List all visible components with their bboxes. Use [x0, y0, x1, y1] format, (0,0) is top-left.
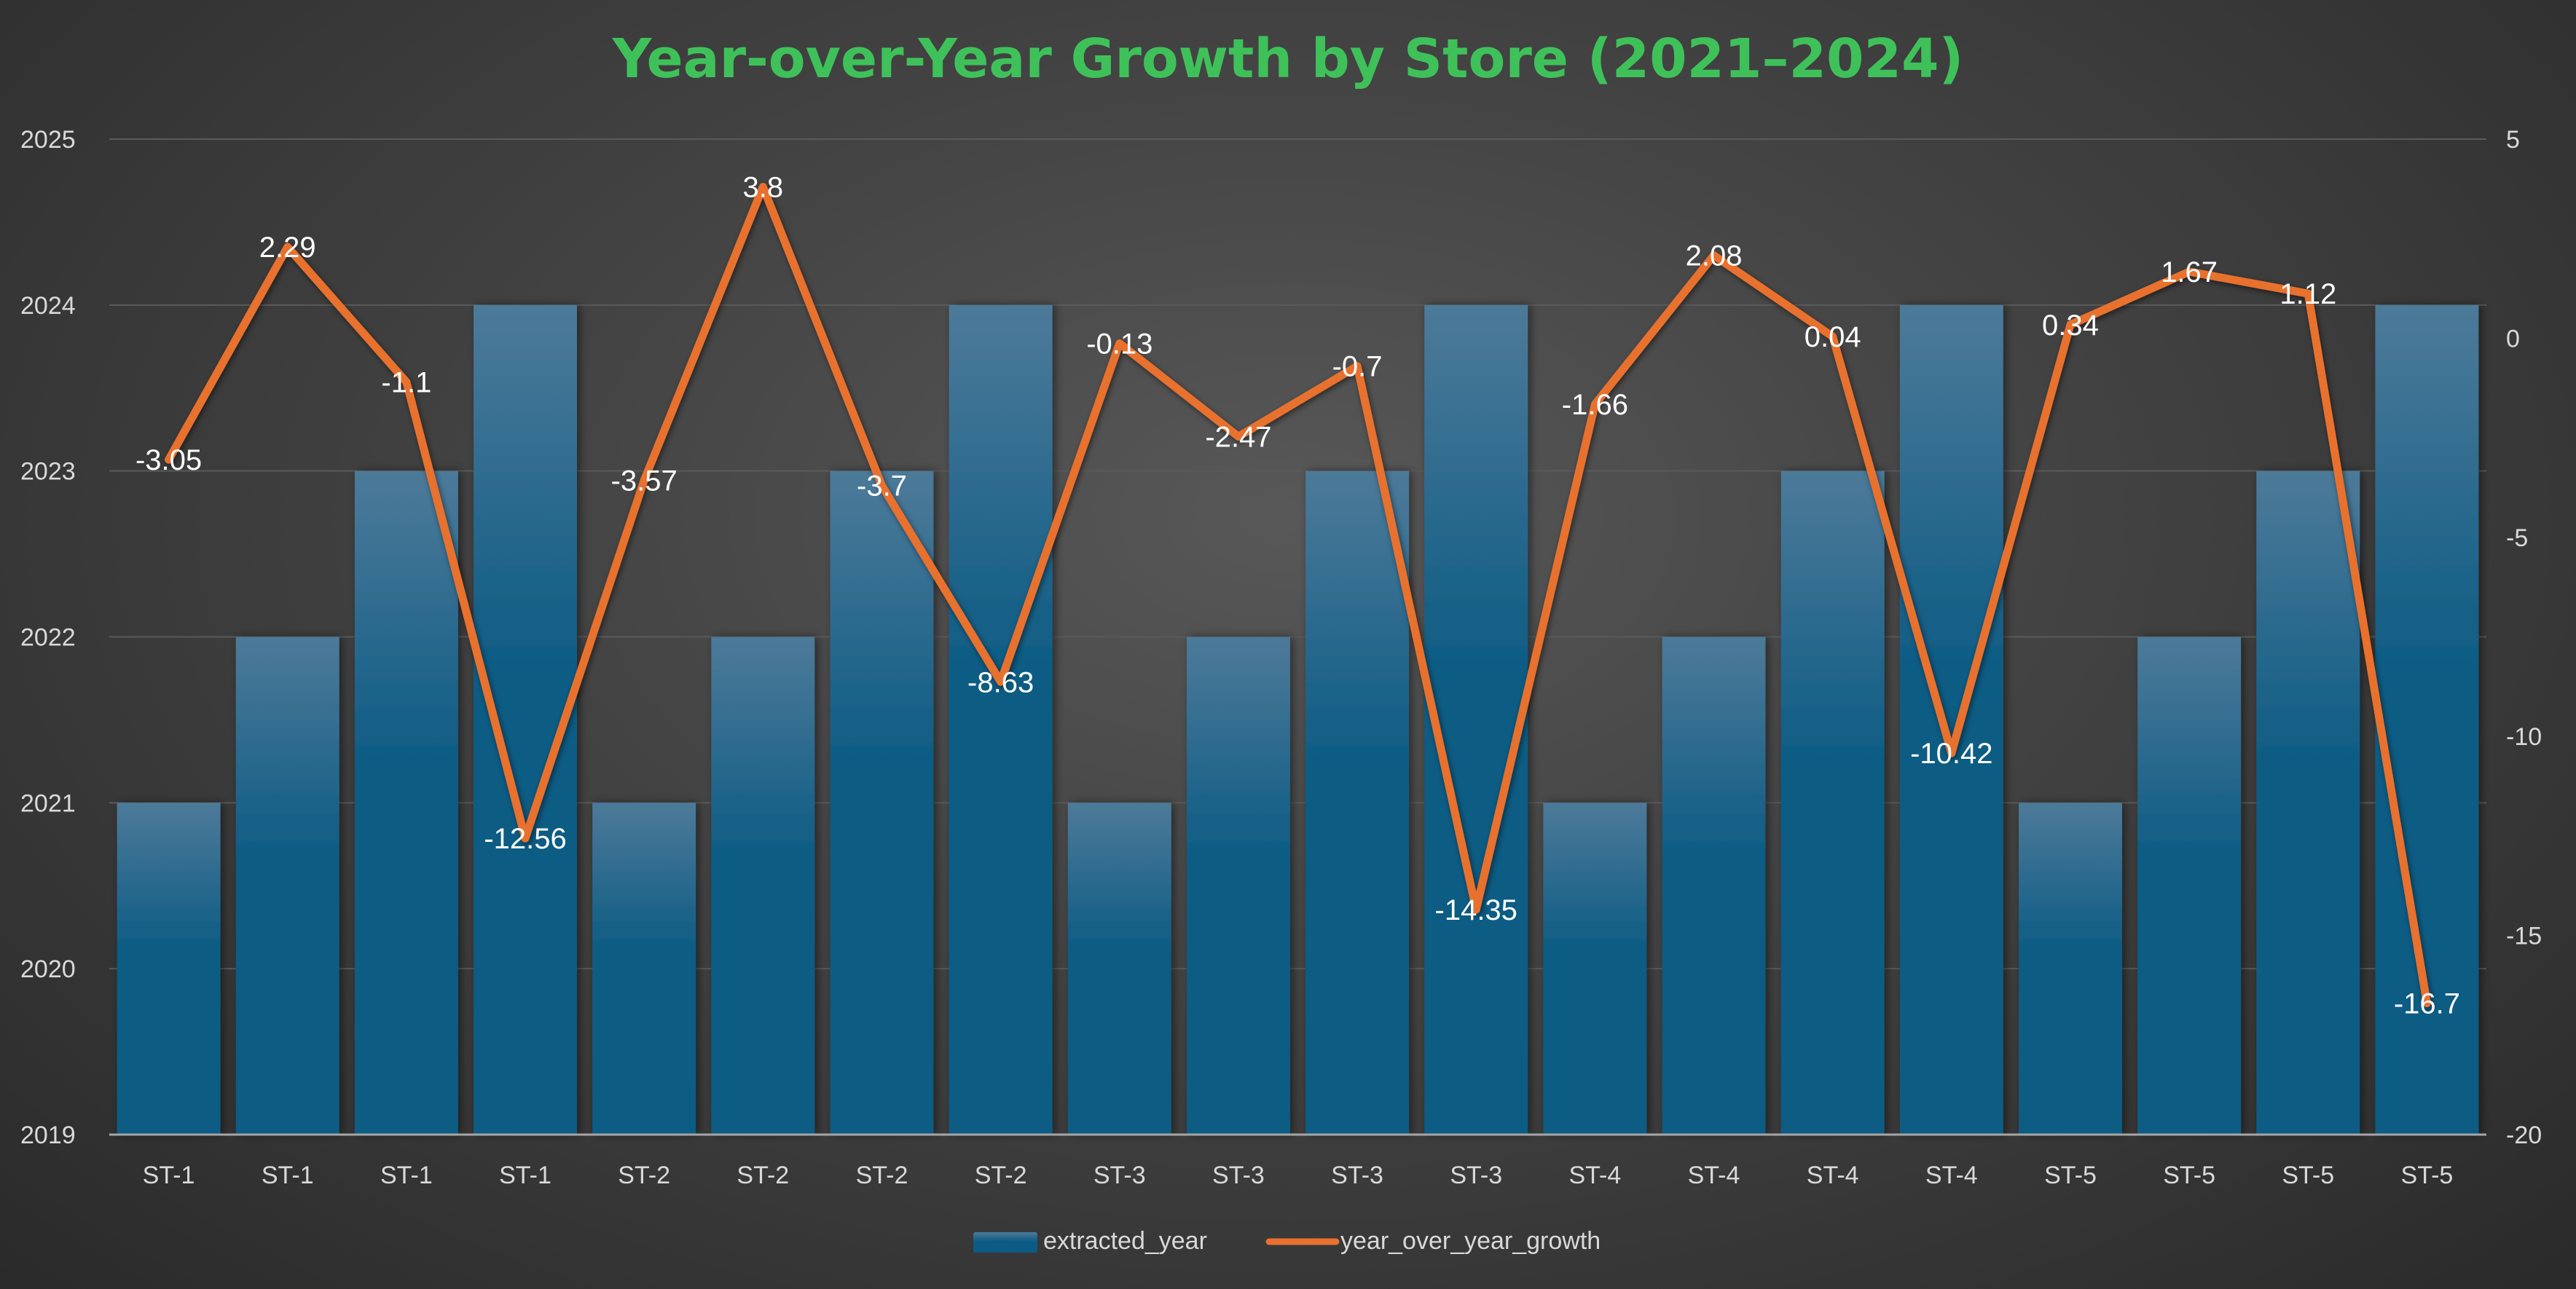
bar [1662, 636, 1766, 1135]
x-axis-tick-label: ST-4 [1568, 1162, 1621, 1189]
x-axis-tick-label: ST-4 [1925, 1162, 1978, 1189]
data-label: 3.8 [743, 172, 784, 204]
bar [1305, 470, 1410, 1135]
bar [592, 803, 696, 1135]
data-label: -1.66 [1562, 389, 1628, 421]
data-label: -0.13 [1086, 328, 1152, 360]
x-axis-tick-label: ST-5 [2401, 1162, 2454, 1189]
data-label: -1.1 [381, 367, 431, 399]
data-label: -2.47 [1205, 421, 1271, 453]
left-axis-tick-label: 2022 [20, 624, 76, 652]
data-label: 2.29 [259, 232, 316, 264]
data-label: 1.12 [2279, 278, 2336, 310]
x-axis-tick-label: ST-3 [1093, 1162, 1146, 1189]
bar-series [117, 304, 2479, 1135]
bar [1067, 803, 1171, 1135]
line-series [165, 183, 2431, 1008]
x-axis-tick-label: ST-1 [262, 1162, 314, 1189]
data-label: -10.42 [1910, 738, 1992, 770]
bar [711, 636, 815, 1135]
legend-label-bar: extracted_year [1043, 1227, 1207, 1255]
left-axis-tick-label: 2023 [20, 458, 76, 486]
data-label: 0.34 [2042, 310, 2099, 342]
bar [2019, 803, 2122, 1135]
data-label: -3.05 [136, 444, 202, 476]
x-axis-tick-label: ST-1 [143, 1162, 195, 1189]
bar [830, 470, 934, 1135]
right-axis-tick-label: -20 [2506, 1122, 2542, 1149]
bar [117, 803, 221, 1135]
right-axis-tick-label: -5 [2506, 524, 2528, 552]
data-label: 2.08 [1686, 240, 1743, 272]
data-label: -16.7 [2394, 988, 2460, 1020]
data-labels: -3.05 2.29 -1.1 -12.56 -3.57 3.8 -3.7 -8.63 -0.1… [136, 172, 2460, 1020]
x-axis-tick-label: ST-1 [380, 1162, 433, 1189]
right-axis-tick-label: 5 [2506, 126, 2520, 154]
x-axis-ticks: ST-1 ST-1 ST-1 ST-1 ST-2 ST-2 ST-2 ST-2 ST-3 ST-3… [143, 1162, 2454, 1189]
gridlines [109, 138, 2486, 970]
bar [2137, 636, 2242, 1135]
left-axis-tick-label: 2021 [20, 789, 76, 817]
right-axis-tick-label: -15 [2506, 923, 2542, 950]
x-axis-tick-label: ST-2 [618, 1162, 670, 1189]
bar [949, 304, 1053, 1135]
data-label: -3.7 [857, 470, 907, 502]
data-label: 0.04 [1805, 321, 1861, 353]
x-axis-tick-label: ST-3 [1331, 1162, 1383, 1189]
x-axis-tick-label: ST-3 [1450, 1162, 1502, 1189]
x-axis-tick-label: ST-1 [499, 1162, 551, 1189]
x-axis-tick-label: ST-4 [1688, 1162, 1740, 1189]
right-axis-tick-label: -10 [2506, 723, 2542, 751]
bar [235, 636, 339, 1135]
bar [2256, 470, 2360, 1135]
x-axis-tick-label: ST-2 [975, 1162, 1027, 1189]
left-axis-tick-label: 2024 [20, 292, 76, 320]
bar [1899, 304, 2003, 1135]
legend: extracted_year year_over_year_growth [973, 1227, 1601, 1255]
bar [1186, 636, 1290, 1135]
bar [1543, 803, 1647, 1135]
chart-title: Year-over-Year Growth by Store (2021–202… [612, 28, 1964, 90]
data-label: -8.63 [967, 666, 1034, 698]
left-axis-tick-label: 2019 [20, 1122, 76, 1149]
bar [1780, 470, 1885, 1135]
data-label: -12.56 [484, 823, 566, 855]
growth-line [165, 183, 2431, 1008]
x-axis-tick-label: ST-3 [1212, 1162, 1265, 1189]
bar [354, 470, 458, 1135]
left-axis-tick-label: 2020 [20, 955, 76, 983]
x-axis-tick-label: ST-4 [1807, 1162, 1859, 1189]
right-axis-tick-label: 0 [2506, 325, 2520, 352]
legend-swatch-bar [973, 1232, 1037, 1253]
data-label: -3.57 [611, 465, 678, 497]
x-axis-tick-label: ST-2 [856, 1162, 908, 1189]
bar [1424, 304, 1528, 1135]
x-axis-tick-label: ST-5 [2044, 1162, 2097, 1189]
x-axis-tick-label: ST-5 [2282, 1162, 2334, 1189]
x-axis-tick-label: ST-2 [737, 1162, 789, 1189]
left-axis-tick-label: 2025 [20, 126, 76, 154]
data-label: -14.35 [1435, 894, 1517, 926]
x-axis-tick-label: ST-5 [2163, 1162, 2215, 1189]
data-label: 1.67 [2161, 256, 2218, 288]
data-label: -0.7 [1332, 351, 1383, 383]
right-axis-ticks: -20 -15 -10 -5 0 5 [2506, 126, 2542, 1149]
legend-label-line: year_over_year_growth [1340, 1227, 1601, 1255]
left-axis-ticks: 2019 2020 2021 2022 2023 2024 2025 [20, 126, 76, 1149]
